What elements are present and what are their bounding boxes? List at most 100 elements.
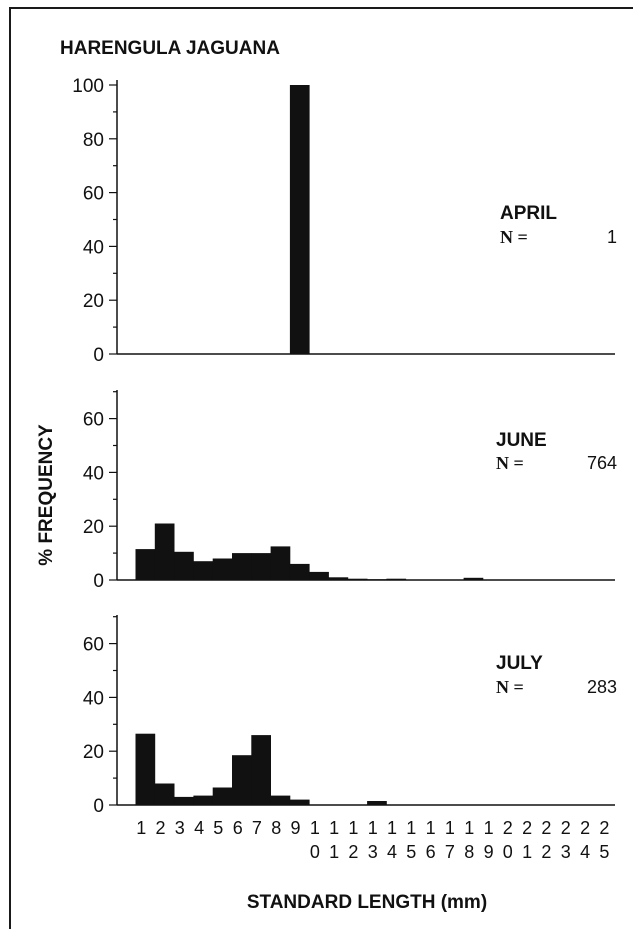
n-value: 764 xyxy=(587,453,617,473)
month-label: JUNE xyxy=(496,430,547,451)
x-tick-label: 4 xyxy=(194,818,204,838)
x-tick-label: 1 xyxy=(426,818,436,838)
y-tick-label: 20 xyxy=(83,517,104,538)
x-tick-label: 2 xyxy=(580,818,590,838)
x-tick-labels: 1 2 3 4 5 6 7 8 9 1011121314151617181920212223242… xyxy=(136,818,609,862)
x-tick-label: 5 xyxy=(599,842,609,862)
bar-13 xyxy=(367,801,387,805)
y-tick-label: 60 xyxy=(83,635,104,656)
n-label: N = xyxy=(500,227,528,247)
n-value: 1 xyxy=(607,227,617,247)
x-tick-label: 1 xyxy=(329,818,339,838)
bar-9 xyxy=(289,799,310,805)
x-tick-label: 5 xyxy=(406,842,416,862)
x-axis-label: STANDARD LENGTH (mm) xyxy=(247,892,487,913)
n-label: N = xyxy=(496,453,524,473)
bar-11 xyxy=(328,577,349,580)
y-tick-label: 100 xyxy=(72,76,104,97)
y-tick-label: 40 xyxy=(83,688,104,709)
y-tick-label: 0 xyxy=(93,345,104,366)
x-tick-label: 5 xyxy=(213,818,223,838)
y-tick-label: 40 xyxy=(83,463,104,484)
x-tick-label: 3 xyxy=(368,842,378,862)
bar-7 xyxy=(251,553,271,580)
x-tick-label: 8 xyxy=(464,842,474,862)
bar-14 xyxy=(386,578,407,580)
x-tick-label: 2 xyxy=(155,818,165,838)
x-tick-label: 9 xyxy=(484,842,494,862)
bar-1 xyxy=(135,733,156,805)
n-value: 283 xyxy=(587,677,617,697)
bar-12 xyxy=(347,578,368,580)
y-axis-label: % FREQUENCY xyxy=(36,424,57,566)
month-label: APRIL xyxy=(500,203,557,224)
bar-4 xyxy=(193,795,214,805)
x-tick-label: 1 xyxy=(522,842,532,862)
x-tick-label: 1 xyxy=(136,818,146,838)
bar-7 xyxy=(251,735,271,805)
panel-july: 0 20 40 60 JULY N = 283 xyxy=(83,615,617,817)
x-tick-label: 4 xyxy=(387,842,397,862)
x-tick-label: 1 xyxy=(445,818,455,838)
x-tick-label: 1 xyxy=(368,818,378,838)
figure-frame xyxy=(9,7,633,929)
y-tick-label: 80 xyxy=(83,130,104,151)
bar-9 xyxy=(289,85,310,354)
bar-9 xyxy=(289,563,310,580)
bar-8 xyxy=(270,795,291,805)
y-tick-label: 60 xyxy=(83,410,104,431)
bar-18 xyxy=(463,577,484,580)
x-tick-label: 2 xyxy=(561,818,571,838)
y-tick-label: 20 xyxy=(83,291,104,312)
y-tick-label: 20 xyxy=(83,742,104,763)
x-tick-label: 8 xyxy=(271,818,281,838)
bar-10 xyxy=(309,571,329,580)
month-label: JULY xyxy=(496,653,543,674)
x-tick-label: 2 xyxy=(599,818,609,838)
bar-2 xyxy=(154,783,175,805)
x-tick-label: 2 xyxy=(541,842,551,862)
x-tick-label: 1 xyxy=(348,818,358,838)
bar-5 xyxy=(212,787,233,805)
x-tick-label: 3 xyxy=(561,842,571,862)
chart-title: HARENGULA JAGUANA xyxy=(60,38,280,59)
x-tick-label: 2 xyxy=(503,818,513,838)
x-tick-label: 1 xyxy=(484,818,494,838)
x-tick-label: 1 xyxy=(387,818,397,838)
bar-1 xyxy=(135,549,156,580)
bar-13 xyxy=(367,579,387,580)
x-tick-label: 3 xyxy=(175,818,185,838)
x-tick-label: 6 xyxy=(426,842,436,862)
bar-6 xyxy=(232,755,252,805)
x-tick-label: 4 xyxy=(580,842,590,862)
y-tick-label: 0 xyxy=(93,796,104,817)
y-tick-label: 0 xyxy=(93,571,104,592)
n-label: N = xyxy=(496,677,524,697)
bar-8 xyxy=(270,546,291,580)
x-tick-label: 9 xyxy=(290,818,300,838)
x-tick-label: 2 xyxy=(541,818,551,838)
y-tick-label: 40 xyxy=(83,237,104,258)
panel-april: 0 20 40 60 80 100 APRIL N = 1 xyxy=(72,76,617,366)
x-tick-label: 0 xyxy=(310,842,320,862)
bar-5 xyxy=(212,558,233,580)
x-tick-label: 0 xyxy=(503,842,513,862)
x-tick-label: 7 xyxy=(252,818,262,838)
bar-2 xyxy=(154,523,175,580)
bar-4 xyxy=(193,561,214,580)
x-tick-label: 1 xyxy=(329,842,339,862)
x-tick-label: 2 xyxy=(348,842,358,862)
x-tick-label: 1 xyxy=(406,818,416,838)
x-tick-label: 1 xyxy=(310,818,320,838)
x-tick-label: 2 xyxy=(522,818,532,838)
bar-6 xyxy=(232,553,252,580)
x-tick-label: 1 xyxy=(464,818,474,838)
y-tick-label: 60 xyxy=(83,184,104,205)
x-tick-label: 6 xyxy=(233,818,243,838)
bar-3 xyxy=(174,796,194,805)
x-tick-label: 7 xyxy=(445,842,455,862)
bar-3 xyxy=(174,551,194,580)
